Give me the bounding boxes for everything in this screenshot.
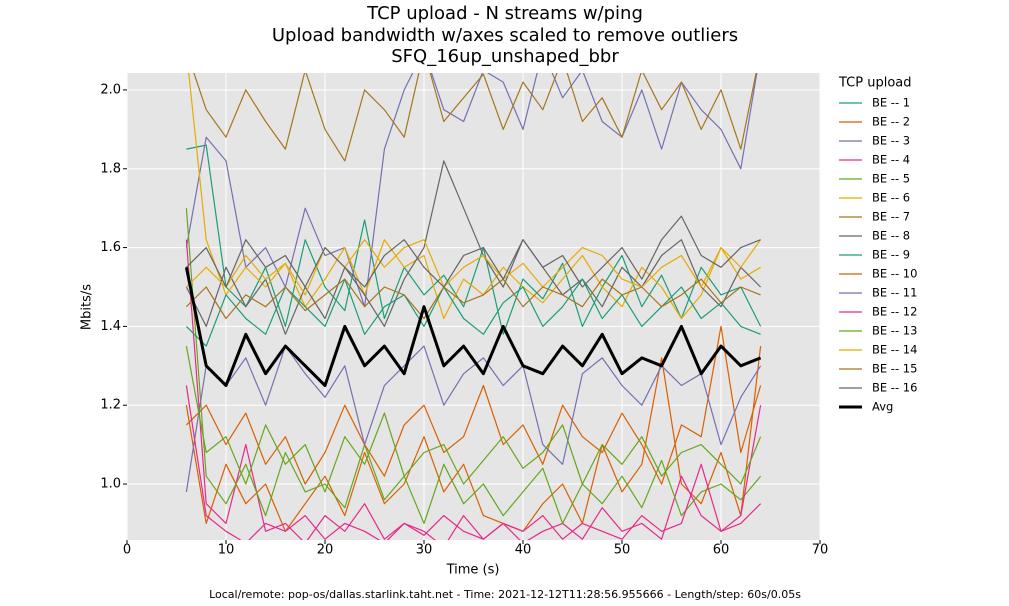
legend-label: BE -- 11 — [872, 286, 917, 300]
y-tick-label: 1.6 — [100, 240, 121, 255]
series-line — [185, 239, 762, 540]
legend-label: BE -- 2 — [872, 115, 910, 129]
series-line — [185, 160, 762, 335]
legend-label: BE -- 8 — [872, 229, 910, 243]
series-line — [193, 73, 757, 162]
footer: Local/remote: pop-os/dallas.starlink.tah… — [209, 588, 801, 601]
y-tick-label: 1.2 — [100, 398, 121, 413]
series-line — [185, 278, 761, 320]
legend-label: BE -- 6 — [872, 191, 910, 205]
chart-subtitle: SFQ_16up_unshaped_bbr — [391, 46, 619, 67]
legend-label: BE -- 5 — [872, 172, 910, 186]
x-tick-label: 10 — [218, 543, 235, 558]
legend-label: BE -- 7 — [872, 210, 910, 224]
y-tick-label: 2.0 — [100, 82, 121, 97]
series-line — [184, 267, 762, 387]
legend-label: BE -- 4 — [872, 153, 910, 167]
plot-area — [127, 73, 820, 540]
legend-label: BE -- 9 — [872, 248, 910, 262]
x-tick-label: 60 — [713, 543, 730, 558]
series-line — [185, 325, 762, 485]
x-tick-label: 20 — [317, 543, 334, 558]
legend-label: BE -- 14 — [872, 343, 917, 357]
legend-title: TCP upload — [838, 76, 912, 91]
legend-label: BE -- 16 — [872, 381, 917, 395]
series-line — [185, 345, 762, 493]
series-line — [185, 208, 762, 524]
chart-subtitle: Upload bandwidth w/axes scaled to remove… — [272, 25, 738, 46]
x-tick-label: 50 — [614, 543, 631, 558]
y-tick-label: 1.0 — [100, 477, 121, 492]
x-tick-label: 0 — [123, 543, 131, 558]
x-axis-label: Time (s) — [446, 563, 500, 578]
x-tick-label: 40 — [515, 543, 532, 558]
legend-label: BE -- 13 — [872, 324, 917, 338]
legend-label: BE -- 3 — [872, 134, 910, 148]
legend-label: BE -- 15 — [872, 362, 917, 376]
series-line — [185, 346, 762, 532]
chart-title: TCP upload - N streams w/ping — [366, 3, 643, 24]
x-tick-label: 30 — [416, 543, 433, 558]
series-line — [185, 73, 758, 308]
legend-label: Avg — [872, 400, 893, 414]
series-line — [185, 345, 762, 492]
x-tick-label: 70 — [812, 543, 829, 558]
y-tick-label: 1.8 — [100, 161, 121, 176]
y-tick-label: 1.4 — [100, 319, 121, 334]
y-axis-label: Mbits/s — [80, 284, 95, 330]
series-line — [188, 73, 761, 320]
series-line — [185, 385, 762, 540]
series-line — [186, 144, 762, 335]
legend-label: BE -- 1 — [872, 96, 910, 110]
series-line — [185, 239, 762, 296]
series-line — [185, 215, 761, 288]
legend-label: BE -- 12 — [872, 305, 917, 319]
legend-label: BE -- 10 — [872, 267, 917, 281]
series-line — [185, 278, 761, 347]
